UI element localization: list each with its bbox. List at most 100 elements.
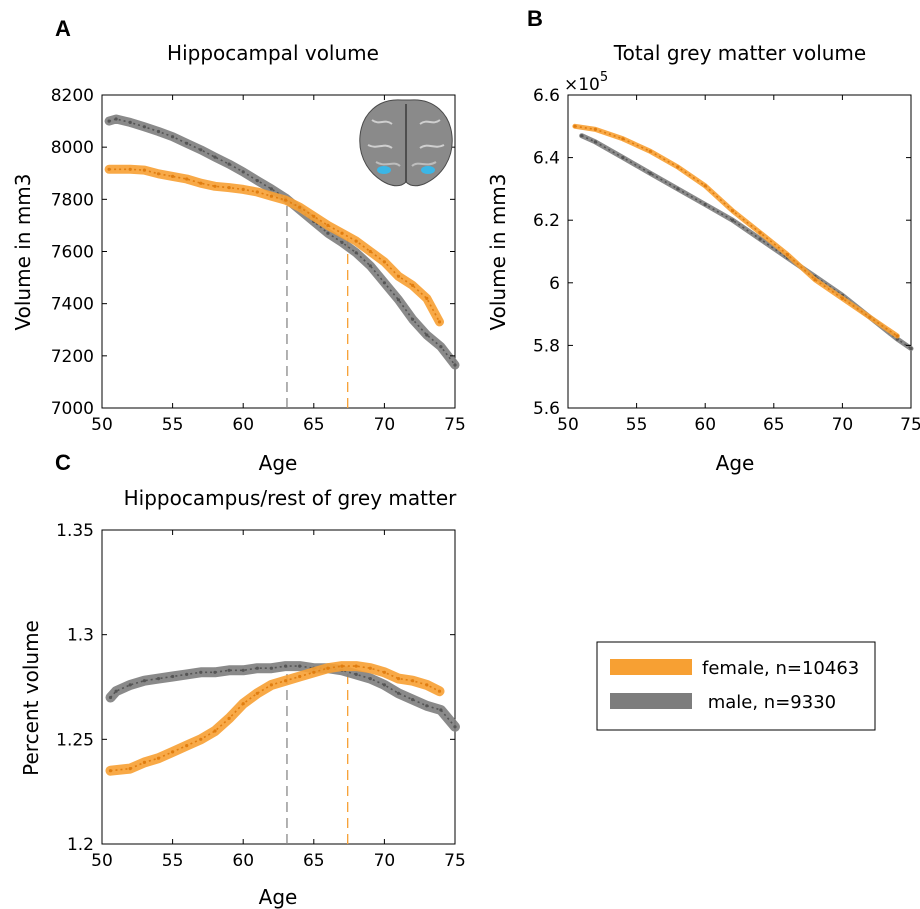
panel-c-point-male (411, 698, 415, 702)
panel-b-point-female (731, 209, 735, 213)
panel-a-point-male (340, 240, 344, 244)
panel-a-point-female (213, 184, 217, 188)
panel-a-point-male (199, 148, 203, 152)
panel-label-c: C (55, 450, 71, 475)
panel-c-point-female (396, 677, 401, 681)
panel-c-point-female (354, 664, 358, 668)
panel-c-point-male (128, 683, 132, 687)
panel-c-line-male (109, 665, 456, 728)
panel-b-point-male (731, 218, 735, 222)
panel-b-point-female (676, 165, 680, 169)
panel-a-point-male (368, 264, 372, 268)
panel-b-line-male (581, 134, 912, 350)
panel-a-xtick-label: 60 (232, 415, 254, 435)
panel-a-point-male (411, 317, 415, 321)
panel-b-ylabel: Volume in mm3 (486, 173, 510, 330)
panel-a-point-female (437, 320, 442, 324)
panel-a-point-male (354, 251, 358, 255)
panel-c-point-male (439, 708, 443, 712)
panel-a-point-male (382, 281, 386, 285)
panel-c-point-male (185, 672, 189, 677)
panel-c-point-female (156, 756, 161, 760)
panel-a-point-female (199, 181, 203, 185)
panel-a-point-female (354, 239, 358, 243)
panel-a-ytick-label: 7200 (51, 347, 94, 367)
panel-c-point-male (227, 668, 231, 672)
panel-label-b: B (527, 6, 543, 31)
panel-c-point-female (269, 683, 273, 687)
panel-c-point-male (354, 672, 358, 677)
panel-a-point-female (269, 194, 273, 198)
panel-b-yticks: 5.6 5.8 6 6.2 6.4 6.6 (533, 86, 911, 419)
coronal-brain-mri-icon (359, 99, 453, 187)
panel-c-xtick-label: 60 (232, 851, 254, 871)
panel-b-xtick-label: 75 (900, 415, 920, 435)
panel-c-vlines (286, 666, 349, 844)
panel-c-point-female (284, 679, 288, 683)
panel-c-point-female (199, 737, 203, 741)
panel-a-line-male (108, 118, 456, 366)
panel-a-xtick-label: 70 (374, 415, 396, 435)
panel-b-point-female (648, 149, 652, 153)
panel-c-point-female (241, 702, 245, 706)
panel-c-yticks: 1.2 1.25 1.3 1.35 (56, 521, 455, 855)
panel-a-xlabel: Age (259, 451, 298, 475)
panel-a-line-female (109, 168, 441, 323)
panel-b-point-female (813, 278, 817, 282)
panel-a-point-female (227, 186, 231, 190)
panel-c-point-female (298, 674, 302, 679)
panel-c-band-female (105, 661, 445, 776)
panel-c-xtick-label: 70 (374, 851, 396, 871)
panel-a-point-female (284, 198, 288, 202)
panel-c-point-male (156, 677, 161, 681)
panel-c-point-female (437, 689, 442, 693)
panel-b-xtick-label: 55 (626, 415, 648, 435)
panel-b-point-male (580, 134, 584, 138)
panel-b-point-female (895, 334, 899, 338)
panel-c-point-male (368, 677, 372, 681)
panel-c-point-female (227, 716, 231, 721)
panel-a-vlines (286, 199, 349, 408)
panel-a-point-male (326, 231, 330, 235)
panel-a-point-female (171, 174, 175, 178)
panel-a-point-male (241, 170, 245, 174)
panel-b-ytick-label: 6.2 (533, 211, 560, 231)
panel-a-xtick-label: 55 (162, 415, 184, 435)
panel-c-point-female (108, 769, 113, 773)
panel-b-xtick-label: 60 (694, 415, 716, 435)
panel-a-point-female (312, 214, 316, 218)
legend-label-female: female, n=10463 (702, 658, 859, 679)
panel-b-point-female (703, 184, 707, 188)
panel-c-point-male (284, 664, 288, 668)
panel-b-point-female (621, 137, 625, 141)
panel-a-point-male (171, 135, 175, 139)
panel-a-point-female (368, 249, 372, 254)
panel-a-xticks: 50 55 60 65 70 75 (91, 95, 466, 435)
panel-a-xtick-label: 50 (91, 415, 113, 435)
panel-c-point-male (241, 668, 245, 672)
panel-c-point-female (382, 670, 386, 674)
panel-b-title: Total grey matter volume (613, 41, 866, 65)
panel-c-point-male (298, 664, 302, 668)
panel-a-ytick-label: 8000 (51, 138, 94, 158)
panel-b-point-male (676, 187, 680, 191)
panel-c-point-male (108, 695, 113, 700)
panel-a-point-male (142, 125, 146, 129)
panel-b-ytick-label: 6.4 (533, 149, 560, 169)
panel-b-point-male (909, 346, 913, 351)
panel-c-point-female (312, 670, 316, 674)
panel-a-point-male (425, 333, 429, 337)
panel-b-point-female (785, 253, 790, 257)
legend-label-male: male, n=9330 (702, 692, 836, 713)
panel-a-series (104, 114, 460, 370)
legend-box (596, 641, 876, 731)
panel-c-xtick-label: 65 (303, 851, 325, 871)
panel-a-point-female (411, 283, 415, 287)
panel-a-point-male (185, 141, 189, 145)
panel-c-point-male (255, 666, 259, 670)
panel-c-xtick-label: 75 (444, 851, 466, 871)
panel-c-point-female (411, 679, 415, 683)
panel-c-point-male (425, 704, 429, 708)
panel-c-point-male (269, 666, 273, 670)
